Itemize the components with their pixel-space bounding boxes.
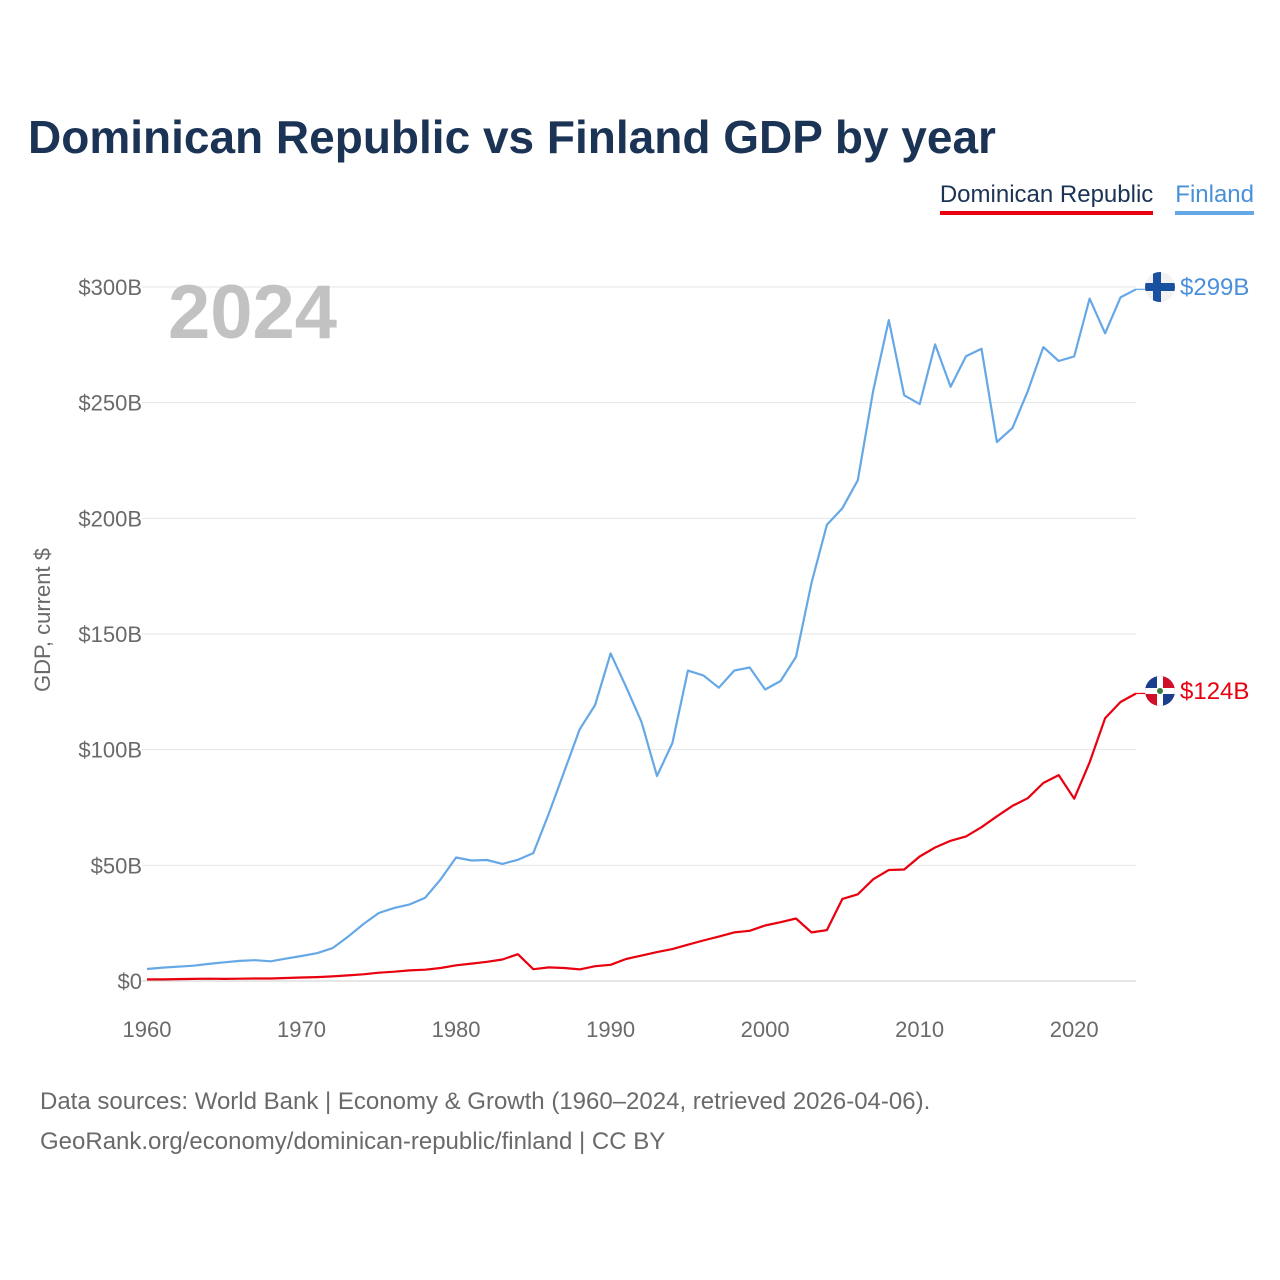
finland-flag-icon <box>1145 272 1175 302</box>
legend-item-finland-label: Finland <box>1175 181 1254 208</box>
y-tick-label: $100B <box>78 738 142 763</box>
y-tick-label: $0 <box>118 969 142 994</box>
x-tick-label: 1970 <box>277 1017 326 1042</box>
gridlines <box>142 286 1136 982</box>
chart-title: Dominican Republic vs Finland GDP by yea… <box>28 111 996 163</box>
series-line-finland <box>146 288 1137 971</box>
x-tick-label: 1980 <box>432 1017 481 1042</box>
dominican-republic-flag-icon <box>1145 676 1175 706</box>
footer-link[interactable]: GeoRank.org/economy/dominican-republic/f… <box>40 1128 666 1155</box>
y-axis: $0 $50B $100B $150B $200B $250B $300B <box>78 275 142 994</box>
legend-item-dominican-republic[interactable]: Dominican Republic <box>939 181 1154 215</box>
x-tick-label: 2010 <box>895 1017 944 1042</box>
x-axis: 1960 1970 1980 1990 2000 2010 2020 <box>123 1017 1099 1042</box>
footer: Data sources: World Bank | Economy & Gro… <box>40 1082 930 1162</box>
x-tick-label: 1990 <box>586 1017 635 1042</box>
series-line-dominican-republic <box>147 692 1137 981</box>
x-tick-label: 2020 <box>1050 1017 1099 1042</box>
finland-end-label: $299B <box>1180 274 1249 301</box>
footer-sources: Data sources: World Bank | Economy & Gro… <box>40 1088 931 1115</box>
y-tick-label: $200B <box>78 506 142 531</box>
series-lines <box>146 288 1146 981</box>
y-tick-label: $300B <box>78 275 142 300</box>
y-tick-label: $50B <box>91 853 142 878</box>
year-watermark: 2024 <box>168 270 337 355</box>
legend-item-finland[interactable]: Finland <box>1175 181 1254 215</box>
legend: Dominican Republic Finland <box>939 181 1254 215</box>
y-tick-label: $250B <box>78 391 142 416</box>
y-tick-label: $150B <box>78 622 142 647</box>
dominican-republic-end-label: $124B <box>1180 678 1249 705</box>
y-axis-label: GDP, current $ <box>30 548 55 692</box>
x-tick-label: 1960 <box>123 1017 172 1042</box>
x-tick-label: 2000 <box>741 1017 790 1042</box>
